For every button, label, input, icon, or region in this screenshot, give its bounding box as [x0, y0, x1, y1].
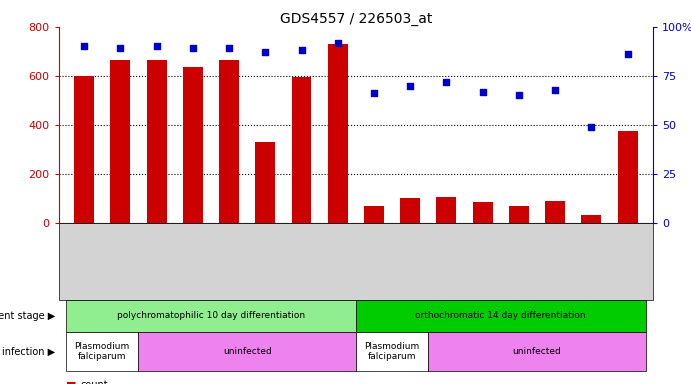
Point: [79, 43, 90, 50]
Point: [405, 83, 416, 89]
Bar: [219, 60, 239, 223]
Bar: [292, 77, 312, 223]
Bar: [545, 201, 565, 223]
Text: orthochromatic 14 day differentiation: orthochromatic 14 day differentiation: [415, 311, 586, 320]
Point: [296, 47, 307, 53]
Point: [549, 86, 560, 93]
Bar: [74, 76, 94, 223]
Text: count: count: [81, 380, 108, 384]
Text: uninfected: uninfected: [223, 347, 272, 356]
Bar: [437, 197, 457, 223]
Point: [441, 79, 452, 85]
Title: GDS4557 / 226503_at: GDS4557 / 226503_at: [280, 12, 432, 26]
Text: Plasmodium
falciparum: Plasmodium falciparum: [75, 342, 130, 361]
Text: ■: ■: [66, 380, 76, 384]
Point: [368, 90, 379, 96]
Point: [223, 45, 234, 51]
Text: Plasmodium
falciparum: Plasmodium falciparum: [364, 342, 419, 361]
Point: [622, 51, 633, 57]
Bar: [473, 202, 493, 223]
Bar: [581, 215, 601, 223]
Bar: [183, 67, 202, 223]
Point: [115, 45, 126, 51]
Point: [332, 40, 343, 46]
Bar: [400, 198, 420, 223]
Point: [151, 43, 162, 50]
Point: [513, 92, 524, 98]
Bar: [618, 131, 638, 223]
Bar: [328, 44, 348, 223]
Bar: [364, 205, 384, 223]
Bar: [146, 60, 167, 223]
Point: [187, 45, 198, 51]
Text: infection ▶: infection ▶: [2, 346, 55, 356]
Point: [477, 88, 489, 94]
Point: [260, 49, 271, 55]
Point: [586, 124, 597, 130]
Bar: [111, 60, 131, 223]
Text: uninfected: uninfected: [513, 347, 561, 356]
Text: development stage ▶: development stage ▶: [0, 311, 55, 321]
Bar: [255, 142, 275, 223]
Bar: [509, 205, 529, 223]
Text: polychromatophilic 10 day differentiation: polychromatophilic 10 day differentiatio…: [117, 311, 305, 320]
